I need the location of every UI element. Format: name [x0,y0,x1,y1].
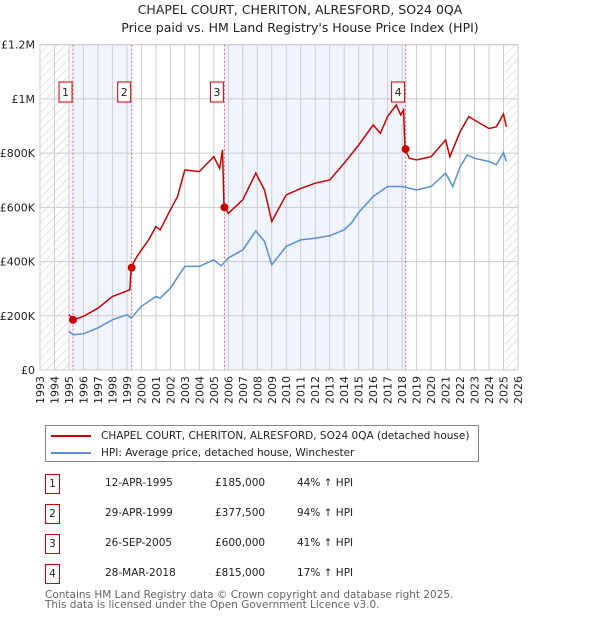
sale-label-box [117,81,132,103]
x-tick-label: 2026 [512,376,525,404]
sale-point [220,203,229,212]
x-tick-label: 2015 [353,376,366,404]
hpi-line [68,150,508,336]
footer-licence: This data is licensed under the Open Gov… [45,599,380,611]
sale-label: 1 [62,86,69,99]
y-tick-label: £400K [0,256,36,269]
price-chart: 1 2 3 4 1993 1994 1995 1996 1997 1998 1999 2000 2001… [0,39,525,404]
transaction-date: 29-APR-1999 [105,507,173,519]
transaction-number: 1 [45,474,60,494]
x-tick-label: 1993 [34,376,47,404]
sale-label: 4 [395,86,402,99]
legend-swatch-red [51,435,91,437]
transaction-hpi-change: 44% ↑ HPI [297,477,354,489]
transaction-price: £377,500 [215,507,266,519]
property-price-line [68,103,508,321]
x-tick-label: 2016 [367,376,380,404]
y-tick-label: £0 [21,364,35,377]
transaction-number: 4 [45,564,60,584]
x-tick-label: 2001 [150,376,163,404]
sale-label-box [391,81,406,103]
sale-point [69,315,78,324]
x-tick-label: 2012 [309,376,322,404]
y-tick-label: £200K [0,310,36,323]
y-tick-label: £600K [0,201,36,214]
transaction-date: 28-MAR-2018 [105,567,176,579]
x-tick-label: 2014 [338,376,351,404]
x-tick-label: 1997 [92,376,105,404]
x-tick-label: 2010 [280,376,293,404]
x-tick-label: 2004 [193,376,206,404]
transaction-number: 2 [45,504,60,524]
x-tick-label: 1999 [121,376,134,404]
x-tick-label: 2013 [324,376,337,404]
x-tick-label: 2007 [237,376,250,404]
sale-label: 3 [213,86,220,99]
x-tick-label: 2018 [396,376,409,404]
x-tick-label: 2008 [251,376,264,404]
x-tick-label: 2017 [382,376,395,404]
legend-label: CHAPEL COURT, CHERITON, ALRESFORD, SO24 … [101,430,470,442]
x-tick-label: 2000 [135,376,148,404]
plot-border [39,44,519,371]
x-tick-label: 2011 [295,376,308,404]
x-tick-label: 2019 [411,376,424,404]
transaction-price: £815,000 [215,567,266,579]
transaction-date: 12-APR-1995 [105,477,173,489]
sale-label-box [58,81,73,103]
footer-copyright: Contains HM Land Registry data © Crown c… [45,589,454,601]
x-tick-label: 2022 [454,376,467,404]
legend-item-property: CHAPEL COURT, CHERITON, ALRESFORD, SO24 … [46,428,469,444]
sale-point [401,145,410,154]
sale-point [127,263,136,272]
x-tick-label: 2025 [498,376,511,404]
x-tick-label: 2023 [469,376,482,404]
legend: CHAPEL COURT, CHERITON, ALRESFORD, SO24 … [45,425,479,462]
x-tick-label: 2021 [440,376,453,404]
transaction-hpi-change: 94% ↑ HPI [297,507,354,519]
x-tick-label: 2009 [266,376,279,404]
x-tick-label: 2005 [208,376,221,404]
legend-label: HPI: Average price, detached house, Winc… [101,447,355,459]
transaction-price: £600,000 [215,537,266,549]
chart-title: CHAPEL COURT, CHERITON, ALRESFORD, SO24 … [137,2,463,17]
x-tick-label: 2003 [179,376,192,404]
y-tick-label: £800K [0,147,36,160]
transaction-hpi-change: 17% ↑ HPI [297,567,354,579]
x-tick-label: 1998 [106,376,119,404]
transaction-date: 26-SEP-2005 [105,537,173,549]
x-tick-label: 2020 [425,376,438,404]
sale-label-box [209,81,224,103]
transaction-number: 3 [45,534,60,554]
x-tick-label: 2024 [483,376,496,404]
legend-item-hpi: HPI: Average price, detached house, Winc… [46,445,354,461]
chart-subtitle: Price paid vs. HM Land Registry's House … [121,20,479,35]
transaction-price: £185,000 [215,477,266,489]
x-tick-label: 1994 [48,376,61,404]
y-tick-label: £1M [12,93,36,106]
x-tick-label: 1995 [63,376,76,404]
legend-swatch-blue [51,452,91,454]
x-tick-label: 2002 [164,376,177,404]
sale-label: 2 [121,86,128,99]
x-tick-label: 1996 [77,376,90,404]
x-tick-label: 2006 [222,376,235,404]
y-tick-label: £1.2M [1,39,35,52]
transaction-hpi-change: 41% ↑ HPI [297,537,354,549]
